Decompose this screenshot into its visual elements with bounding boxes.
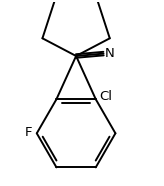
Text: Cl: Cl [100, 90, 113, 103]
Text: N: N [104, 47, 114, 60]
Text: F: F [24, 126, 32, 139]
